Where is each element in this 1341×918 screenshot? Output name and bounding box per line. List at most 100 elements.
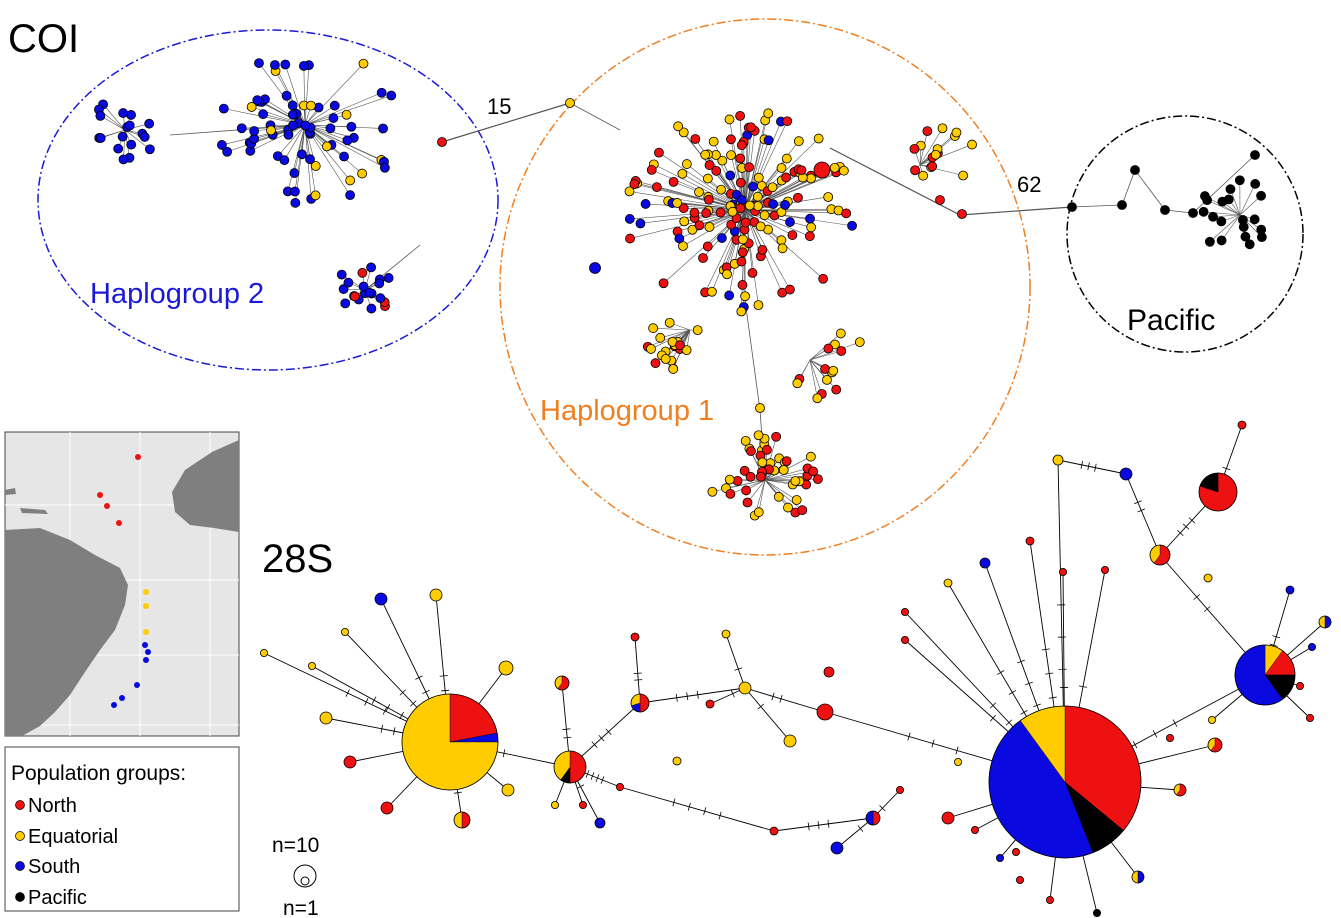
28s-panel-title: 28S xyxy=(262,537,333,581)
legend-label-south: South xyxy=(28,856,80,878)
mutation-tick xyxy=(703,807,707,816)
network-edge xyxy=(647,329,691,348)
28s-edge xyxy=(709,687,746,705)
legend-swatch-south xyxy=(15,861,25,871)
haplotype-node xyxy=(329,100,340,111)
mutation-tick xyxy=(827,819,830,828)
mutation-tick xyxy=(1017,659,1025,664)
mutation-tick xyxy=(380,724,383,733)
network-edge xyxy=(704,209,746,293)
haplotype-node xyxy=(1067,202,1077,212)
mutation-tick xyxy=(590,772,595,780)
haplotype-node xyxy=(366,262,377,273)
haplotype-node xyxy=(687,224,698,235)
haplotype-node xyxy=(823,343,834,354)
28s-edge xyxy=(639,687,746,704)
haplotype-node xyxy=(735,203,746,214)
network-edge xyxy=(1192,154,1256,214)
haplotype-node xyxy=(785,284,795,295)
haplotype-node xyxy=(346,121,357,132)
mutation-tick xyxy=(1080,460,1083,469)
28s-edge xyxy=(836,817,874,849)
haplotype-node xyxy=(725,489,736,499)
haplotype-node xyxy=(711,165,722,176)
haplotype-pie xyxy=(783,734,797,748)
haplotype-node xyxy=(668,364,679,374)
haplotype-node xyxy=(744,200,755,211)
haplogroup-1-label: Haplogroup 1 xyxy=(540,395,714,427)
haplotype-node xyxy=(624,186,635,197)
haplotype-pie xyxy=(1198,472,1238,512)
haplotype-node xyxy=(1208,716,1217,725)
haplotype-node xyxy=(694,187,704,198)
haplotype-node xyxy=(776,163,787,173)
haplotype-node xyxy=(266,125,276,136)
haplotype-node xyxy=(254,58,264,68)
network-edge xyxy=(764,468,808,481)
haplotype-node xyxy=(383,273,394,283)
network-edge xyxy=(304,124,386,169)
haplotype-node xyxy=(805,213,815,224)
haplogroup-1-boundary xyxy=(499,18,1031,556)
haplotype-node xyxy=(704,222,715,232)
haplotype-node xyxy=(297,149,307,160)
mutation-tick xyxy=(730,689,735,698)
network-edge xyxy=(919,144,973,166)
haplotype-node xyxy=(386,90,397,101)
haplotype-pie xyxy=(1052,454,1064,466)
haplotype-node xyxy=(896,786,905,795)
haplotype-pie xyxy=(401,693,499,791)
haplotype-node xyxy=(679,216,690,227)
haplogroup-2-label: Haplogroup 2 xyxy=(90,278,264,310)
haplotype-node xyxy=(340,298,351,309)
haplotype-pie xyxy=(1203,573,1213,583)
haplotype-node xyxy=(113,143,124,154)
network-edge xyxy=(569,102,621,131)
haplotype-node xyxy=(259,649,268,658)
haplotype-node xyxy=(954,758,963,767)
haplotype-node xyxy=(951,127,962,138)
haplotype-node xyxy=(698,253,708,263)
legend-title: Population groups: xyxy=(11,762,186,785)
haplotype-node xyxy=(742,497,753,508)
haplotype-node xyxy=(350,291,360,302)
mutation-tick xyxy=(955,746,959,755)
haplotype-node xyxy=(753,507,764,518)
haplotype-node xyxy=(664,317,675,328)
haplotype-node xyxy=(646,165,657,175)
haplotype-node xyxy=(288,120,298,131)
haplotype-node xyxy=(246,102,257,112)
mutation-tick xyxy=(757,703,765,710)
haplotype-node xyxy=(736,256,747,267)
network-edge xyxy=(653,327,691,331)
haplotype-node xyxy=(252,95,263,106)
haplotype-node xyxy=(813,161,831,179)
mutation-tick xyxy=(718,811,722,820)
haplotype-node xyxy=(909,143,920,154)
haplotype-node xyxy=(1198,206,1209,217)
mutation-tick xyxy=(1269,643,1278,647)
haplotype-node xyxy=(376,87,387,98)
28s-edge xyxy=(773,817,874,832)
network-edge xyxy=(744,121,788,211)
haplotype-node xyxy=(797,505,808,516)
network-edge xyxy=(660,329,691,339)
haplotype-node xyxy=(1238,222,1249,232)
haplotype-node xyxy=(741,485,752,496)
mutation-tick xyxy=(1134,500,1142,505)
haplotype-node xyxy=(996,854,1005,863)
mutation-tick xyxy=(441,689,450,692)
haplotype-node xyxy=(780,199,790,210)
haplotype-node xyxy=(773,491,784,502)
haplotype-node xyxy=(95,133,106,143)
network-edge xyxy=(284,124,306,161)
sampling-site-dot xyxy=(116,520,122,526)
mutation-tick xyxy=(1025,681,1033,686)
haplotype-node xyxy=(625,233,635,244)
haplotype-node xyxy=(640,199,651,209)
mutation-tick xyxy=(453,791,462,794)
haplotype-node xyxy=(726,150,736,161)
mutation-tick xyxy=(399,689,406,696)
haplotype-pie xyxy=(501,783,515,797)
haplotype-node xyxy=(678,127,689,138)
